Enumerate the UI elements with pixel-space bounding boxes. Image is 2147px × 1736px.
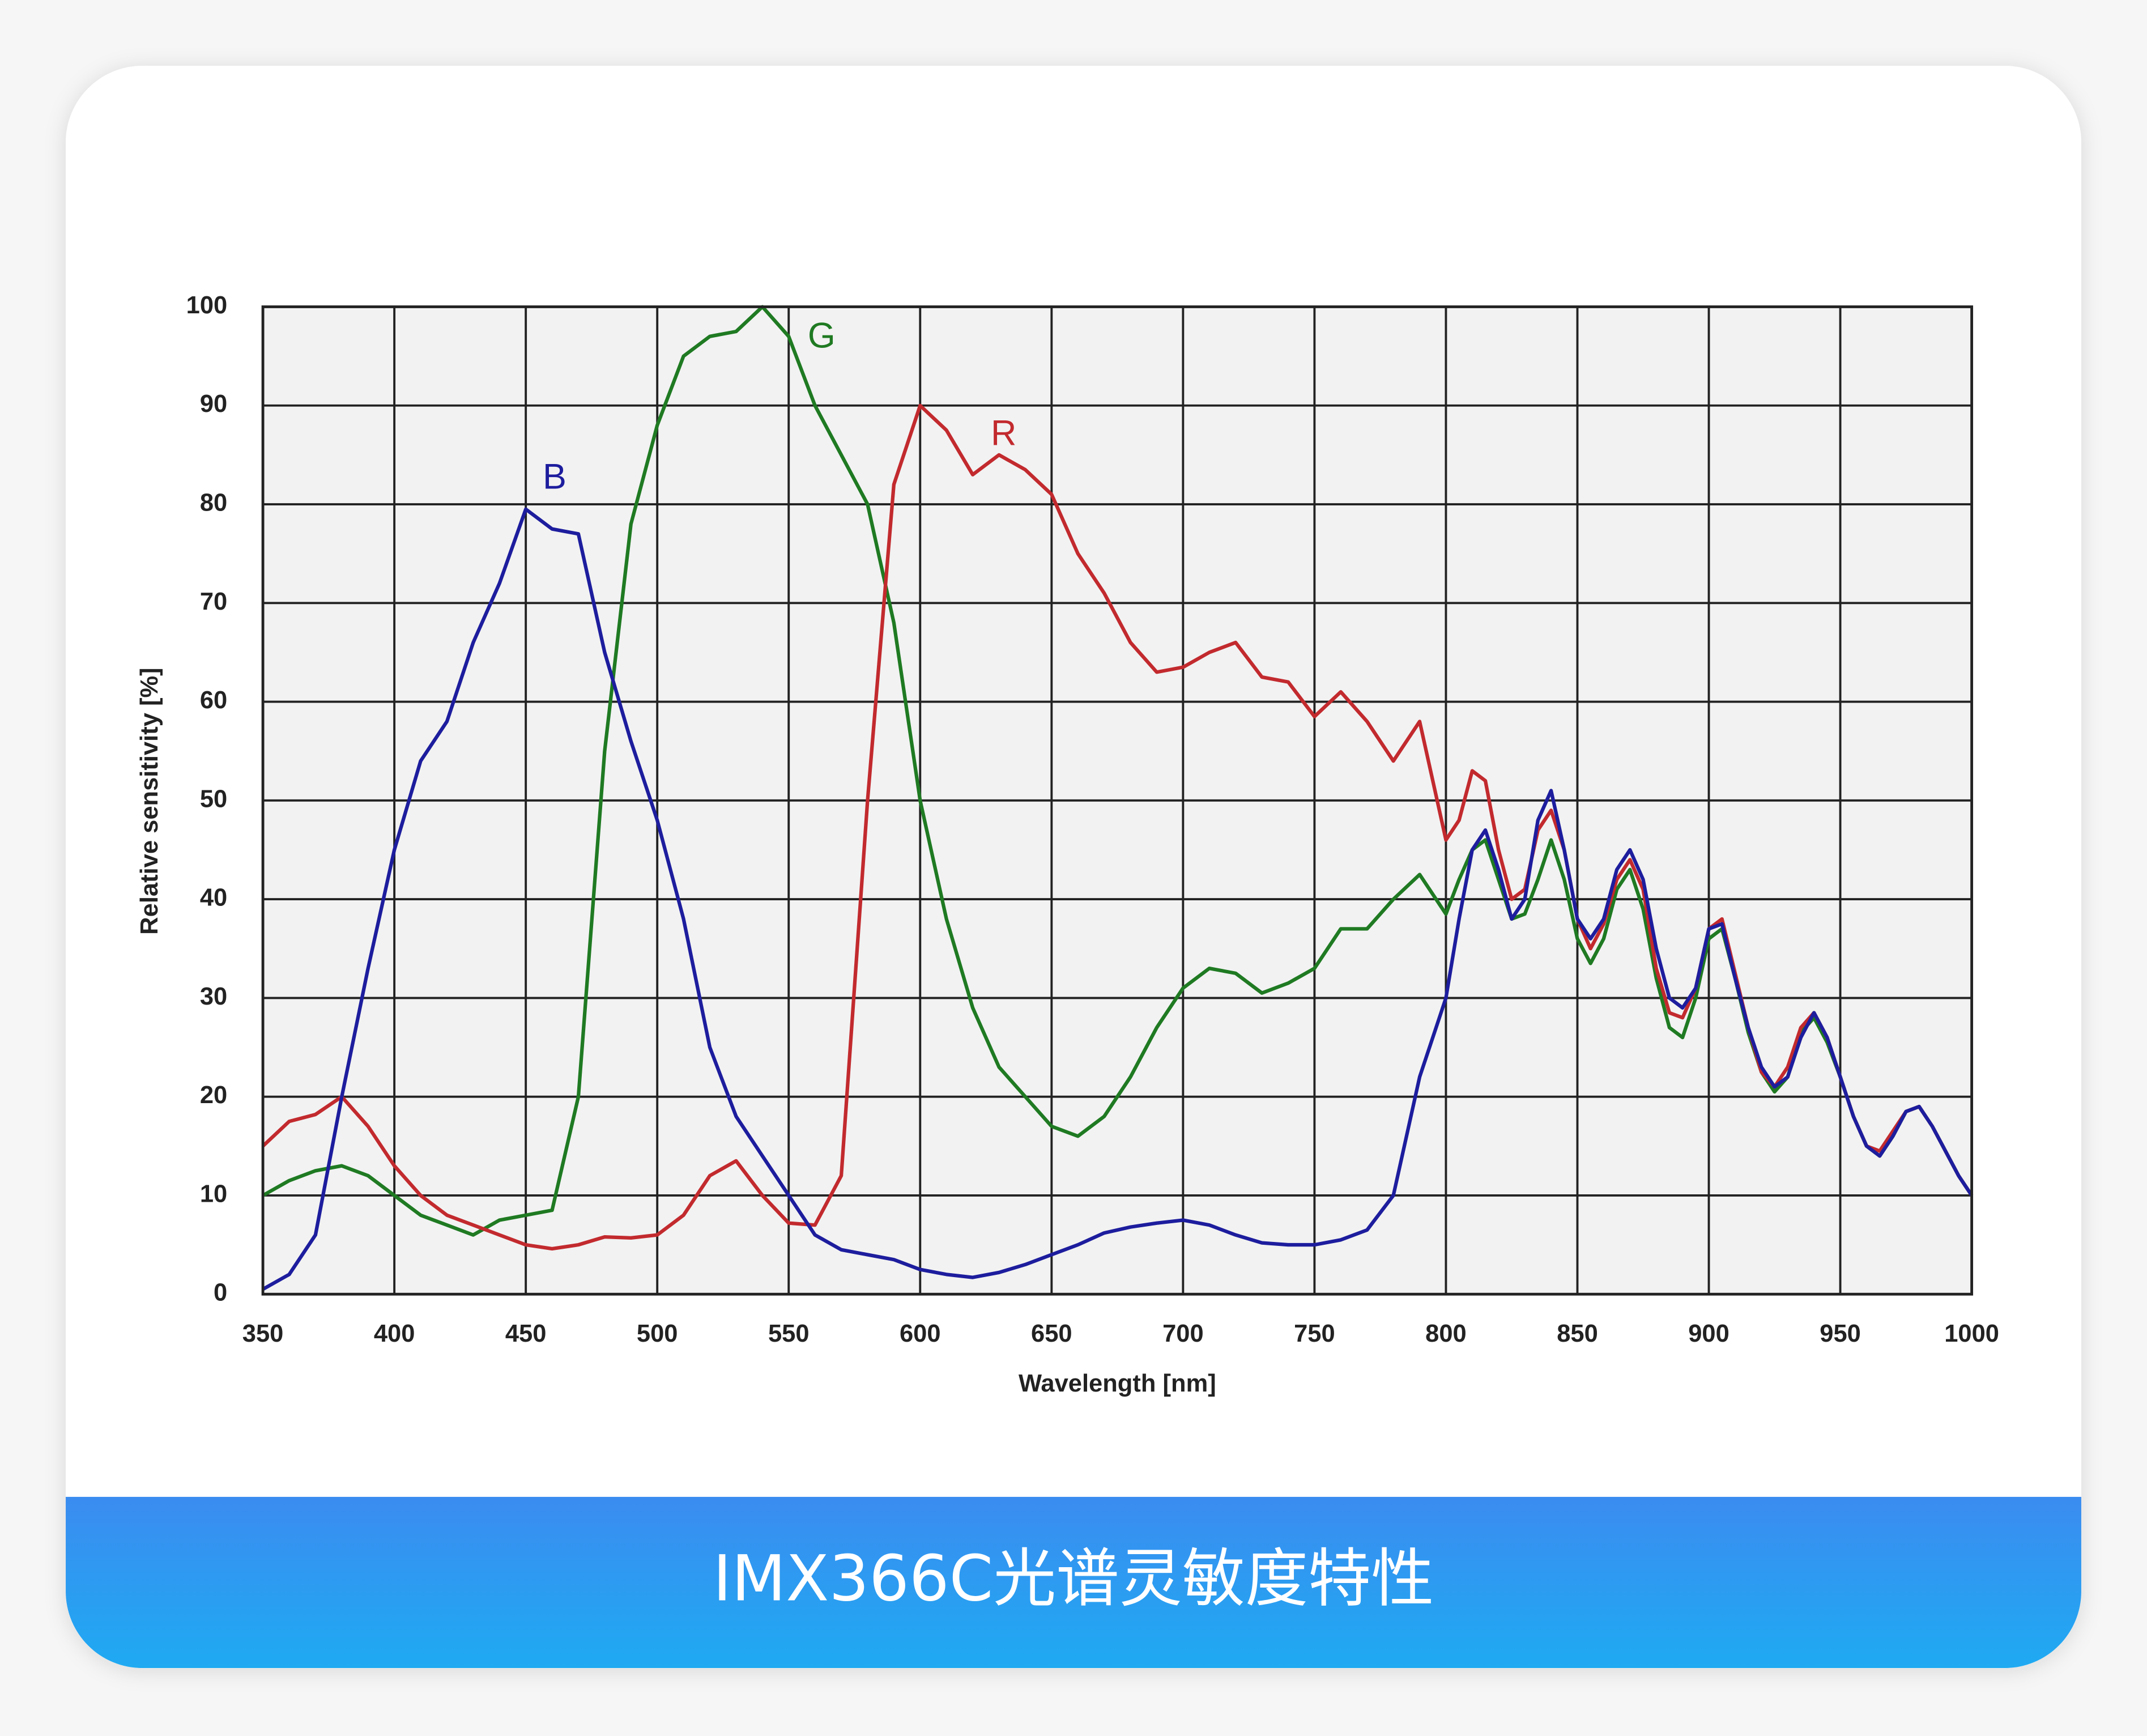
plot-frame bbox=[261, 305, 1974, 1296]
caption-banner bbox=[66, 1496, 2081, 1669]
series-line bbox=[261, 403, 1974, 1251]
series-label: B bbox=[543, 457, 566, 497]
series-label: G bbox=[808, 316, 836, 356]
x-tick-label: 500 bbox=[637, 1320, 678, 1347]
caption: IMX366C光谱灵敏度特性 bbox=[713, 1542, 1434, 1615]
y-tick-label: 50 bbox=[200, 785, 227, 812]
x-tick-label: 850 bbox=[1557, 1320, 1598, 1347]
x-tick-label: 800 bbox=[1425, 1320, 1467, 1347]
y-tick-label: 80 bbox=[200, 490, 227, 517]
y-tick-label: 0 bbox=[214, 1279, 227, 1307]
y-tick-label: 60 bbox=[200, 687, 227, 714]
x-tick-label: 950 bbox=[1820, 1320, 1861, 1347]
x-tick-label: 900 bbox=[1688, 1320, 1729, 1347]
y-axis-label: Relative sensitivity [%] bbox=[136, 667, 163, 934]
x-axis-label: Wavelength [nm] bbox=[1019, 1370, 1216, 1397]
x-tick-label: 450 bbox=[505, 1320, 547, 1347]
y-tick-label: 70 bbox=[200, 588, 227, 615]
series-line bbox=[262, 507, 1974, 1291]
y-tick-label: 30 bbox=[200, 983, 227, 1010]
y-tick-label: 40 bbox=[200, 884, 227, 912]
y-tick-label: 10 bbox=[200, 1180, 227, 1207]
x-tick-label: 350 bbox=[242, 1320, 284, 1347]
x-tick-label: 600 bbox=[900, 1320, 941, 1347]
x-tick-label: 1000 bbox=[1944, 1320, 1999, 1347]
y-tick-label: 100 bbox=[186, 292, 228, 319]
x-tick-label: 750 bbox=[1294, 1320, 1335, 1347]
series-label: R bbox=[991, 413, 1016, 453]
x-tick-label: 400 bbox=[374, 1320, 415, 1347]
x-tick-label: 700 bbox=[1162, 1320, 1204, 1347]
x-tick-label: 650 bbox=[1031, 1320, 1072, 1347]
y-tick-label: 20 bbox=[200, 1082, 227, 1109]
y-tick-label: 90 bbox=[200, 390, 227, 418]
x-tick-label: 550 bbox=[768, 1320, 810, 1347]
